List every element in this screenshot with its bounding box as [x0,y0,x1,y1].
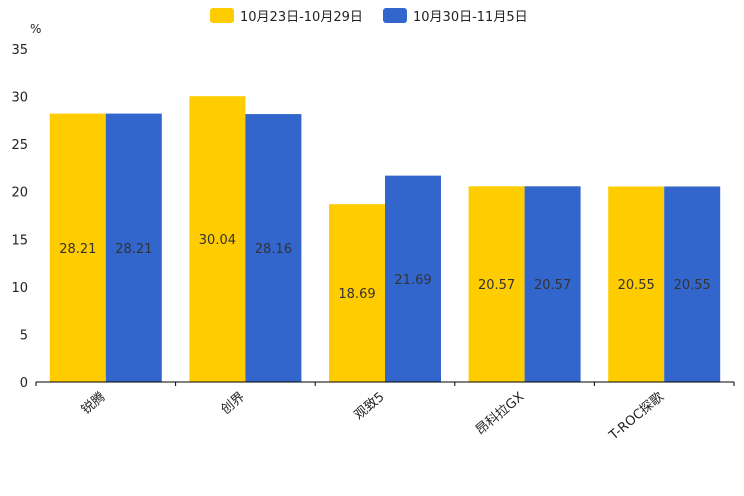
x-axis: 锐腾 创界 观致5 昂科拉GX T-ROC探歌 [35,381,735,444]
y-tick-label: 30 [11,91,28,106]
bar [189,96,246,382]
y-axis-unit: % [30,22,41,36]
bar-value-label: 20.57 [478,278,515,293]
bar [49,113,106,383]
bar [245,114,302,383]
y-tick-label: 15 [11,233,28,248]
x-category-label: 昂科拉GX [473,390,527,439]
bars: 28.21 28.21 30.04 28.16 18.69 21.69 20.57 20.57… [49,96,721,383]
y-tick-label: 20 [11,186,28,201]
x-category-label: T-ROC探歌 [606,390,667,444]
bar-value-label: 20.55 [674,278,711,293]
bar [385,175,441,382]
bar [608,186,665,382]
x-category-label: 锐腾 [78,389,108,418]
bar-value-label: 28.21 [59,242,96,257]
bar [329,204,385,382]
bar-value-label: 20.57 [534,278,571,293]
bar-value-label: 21.69 [394,273,431,288]
bar-value-label: 30.04 [199,233,236,248]
y-tick-label: 35 [11,43,28,58]
x-category-label: 创界 [218,390,248,418]
legend-label: 10月30日-11月5日 [413,10,528,25]
legend-swatch [210,8,234,23]
bar [468,186,525,382]
y-tick-label: 10 [11,281,28,296]
x-category-label: 观致5 [352,390,388,424]
y-tick-label: 25 [11,138,28,153]
legend-swatch [383,8,407,23]
bar [105,113,162,383]
bar-value-label: 28.21 [115,242,152,257]
bar [664,186,721,382]
y-axis: 0 5 10 15 20 25 30 35 [11,43,28,391]
legend-label: 10月23日-10月29日 [240,10,363,25]
y-tick-label: 5 [20,328,28,343]
y-tick-label: 0 [20,376,28,391]
legend: 10月23日-10月29日 10月30日-11月5日 [210,8,528,25]
bar-value-label: 28.16 [255,242,292,257]
bar-value-label: 18.69 [338,287,375,302]
bar-value-label: 20.55 [618,278,655,293]
bar [524,186,581,382]
